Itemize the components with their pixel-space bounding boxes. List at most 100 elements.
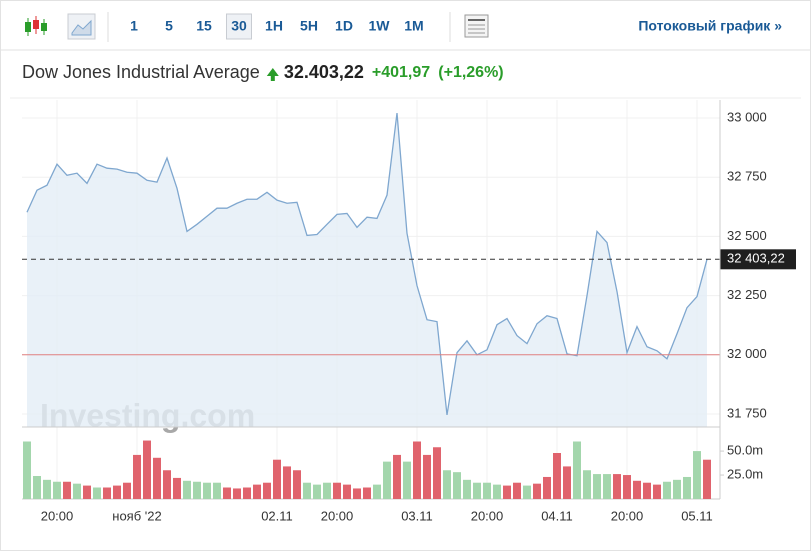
- volume-bar: [563, 466, 571, 499]
- volume-bar: [413, 441, 421, 499]
- price-line: [26, 112, 708, 416]
- volume-bar: [483, 482, 491, 499]
- volume-bar: [393, 454, 401, 499]
- x-tick-label: 03.11: [401, 508, 433, 523]
- x-tick-label: 20:00: [471, 508, 504, 523]
- volume-bar: [553, 453, 561, 499]
- volume-bar: [313, 484, 321, 499]
- volume-bar: [73, 483, 81, 499]
- volume-bar: [383, 461, 391, 499]
- interval-button[interactable]: 30: [231, 18, 247, 34]
- volume-tick-label: 25.0m: [727, 466, 763, 481]
- volume-bar: [523, 485, 531, 499]
- volume-bar: [373, 484, 381, 499]
- x-tick-label: нояб '22: [112, 508, 161, 523]
- volume-bar: [203, 482, 211, 499]
- last-price-box: [720, 249, 796, 270]
- volume-bar: [83, 485, 91, 499]
- volume-bar: [603, 474, 611, 499]
- interval-button[interactable]: 1M: [404, 18, 423, 34]
- volume-bar: [443, 470, 451, 499]
- volume-bar: [103, 487, 111, 499]
- volume-bar: [303, 482, 311, 499]
- volume-bar: [403, 461, 411, 499]
- volume-bar: [143, 440, 151, 499]
- volume-bar: [513, 482, 521, 499]
- volume-bar: [133, 454, 141, 499]
- volume-bar: [333, 482, 341, 499]
- volume-bar: [473, 482, 481, 499]
- x-tick-label: 20:00: [611, 508, 644, 523]
- area: [27, 113, 707, 428]
- volume-bar: [153, 457, 161, 499]
- volume-bar: [163, 470, 171, 499]
- volume-bar: [23, 441, 31, 499]
- y-tick-label: 32 250: [727, 287, 767, 302]
- candles-icon[interactable]: [25, 16, 47, 36]
- volume-bar: [533, 483, 541, 499]
- up-arrow: [266, 68, 279, 81]
- volume-bar: [233, 488, 241, 499]
- volume-bar: [653, 484, 661, 499]
- volume-bar: [183, 480, 191, 499]
- volume-bar: [53, 481, 61, 499]
- volume-bar: [633, 480, 641, 499]
- last-price-label: 32 403,22: [727, 251, 785, 266]
- x-tick-label: 02.11: [261, 508, 293, 523]
- interval-button[interactable]: 1H: [265, 18, 283, 34]
- volume-bar: [193, 481, 201, 499]
- volume-bar: [623, 475, 631, 499]
- selected-interval: [226, 13, 252, 40]
- volume-bar: [363, 487, 371, 499]
- volume-bar: [243, 487, 251, 499]
- volume-tick-label: 50.0m: [727, 443, 763, 458]
- y-tick-label: 33 000: [727, 109, 767, 124]
- volume-bar: [673, 479, 681, 499]
- price: 32.403,22: [284, 62, 364, 82]
- line-icon[interactable]: [67, 13, 96, 40]
- instrument-name: Dow Jones Industrial Average: [22, 62, 260, 82]
- volume-bar: [343, 484, 351, 499]
- streaming-link[interactable]: Потоковый график »: [638, 18, 782, 34]
- change: +401,97: [372, 64, 430, 81]
- volume-bar: [573, 441, 581, 499]
- interval-button[interactable]: 5: [165, 18, 173, 34]
- x-tick-label: 20:00: [41, 508, 74, 523]
- volume-bar: [63, 481, 71, 499]
- volume-bar: [503, 485, 511, 499]
- y-tick-label: 31 750: [727, 405, 767, 420]
- volume-bar: [583, 470, 591, 499]
- interval-button[interactable]: 15: [196, 18, 212, 34]
- x-tick-label: 20:00: [321, 508, 354, 523]
- volume-bar: [323, 482, 331, 499]
- y-tick-label: 32 750: [727, 169, 767, 184]
- x-tick-label: 04.11: [541, 508, 573, 523]
- volume-bar: [663, 481, 671, 499]
- interval-button[interactable]: 5H: [300, 18, 318, 34]
- volume-bar: [463, 479, 471, 499]
- volume-bar: [43, 479, 51, 499]
- volume-bar: [113, 485, 121, 499]
- y-tick-label: 32 000: [727, 346, 767, 361]
- volume-bar: [293, 470, 301, 499]
- volume-bar: [493, 484, 501, 499]
- volume-bar: [33, 476, 41, 499]
- interval-button[interactable]: 1D: [335, 18, 353, 34]
- interval-button[interactable]: 1: [130, 18, 138, 34]
- volume-bar: [283, 466, 291, 499]
- volume-bar: [433, 447, 441, 499]
- table-icon[interactable]: [464, 14, 489, 38]
- volume-bar: [593, 474, 601, 499]
- volume-bar: [693, 451, 701, 499]
- volume-bar: [253, 484, 261, 499]
- volume-bar: [643, 482, 651, 499]
- volume-bar: [173, 477, 181, 499]
- y-tick-label: 32 500: [727, 228, 767, 243]
- volume-bar: [543, 476, 551, 499]
- volume-bar: [613, 474, 621, 499]
- interval-button[interactable]: 1W: [369, 18, 391, 34]
- volume-bar: [263, 482, 271, 499]
- change-percent: (+1,26%): [438, 64, 503, 81]
- volume-bar: [273, 459, 281, 499]
